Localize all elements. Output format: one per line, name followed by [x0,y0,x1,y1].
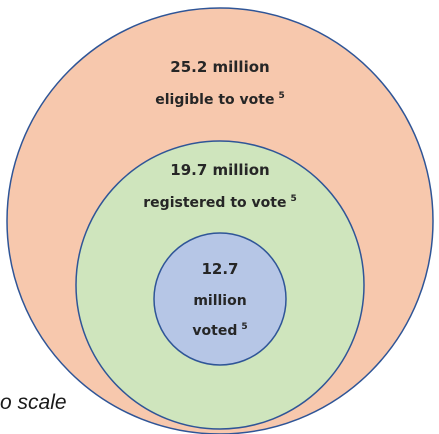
scale-note: o scale [0,391,67,414]
eligible-description-label: eligible to vote 5 [155,91,284,108]
voted-circle [153,232,287,366]
voted-description-label: voted 5 [192,322,247,339]
voted-footnote: 5 [241,322,247,332]
registered-footnote: 5 [290,194,296,204]
voted-unit-label: million [193,293,246,309]
eligible-count-label: 25.2 million [170,58,269,76]
voted-description-text: voted [192,323,237,339]
eligible-footnote: 5 [278,91,284,101]
registered-description-label: registered to vote 5 [143,194,296,211]
eligible-description-text: eligible to vote [155,92,274,108]
registered-count-label: 19.7 million [170,161,269,179]
registered-description-text: registered to vote [143,195,286,211]
voted-count-label: 12.7 [201,260,238,278]
